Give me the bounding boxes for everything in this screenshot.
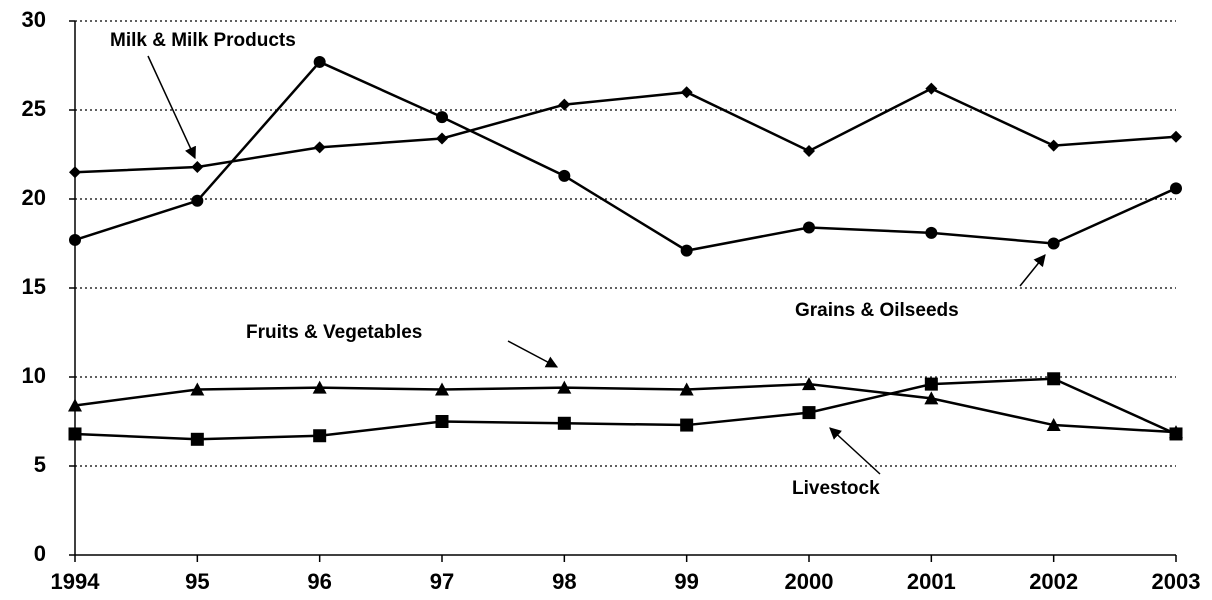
data-point xyxy=(925,226,938,239)
data-point xyxy=(69,233,81,246)
y-tick-label: 5 xyxy=(34,452,46,477)
x-tick-label: 2002 xyxy=(1029,569,1078,594)
data-point xyxy=(924,377,938,391)
y-tick-label: 30 xyxy=(22,7,46,32)
data-point xyxy=(925,82,938,95)
x-tick-label: 98 xyxy=(552,569,576,594)
x-tick-label: 97 xyxy=(430,569,454,594)
series-line xyxy=(74,377,1177,441)
data-point xyxy=(69,166,81,179)
annotation-arrow xyxy=(1019,254,1046,287)
data-point xyxy=(924,391,939,405)
x-tick-label: 2001 xyxy=(907,569,956,594)
data-point xyxy=(1169,427,1183,441)
data-point xyxy=(68,427,82,441)
series-label: Fruits & Vegetables xyxy=(246,322,422,343)
data-point xyxy=(802,377,816,391)
y-tick-label: 15 xyxy=(22,274,46,299)
data-point xyxy=(313,141,326,154)
series-line xyxy=(74,60,1177,252)
data-point xyxy=(435,415,449,428)
x-tick-label: 2000 xyxy=(785,569,834,594)
data-point xyxy=(191,160,204,173)
annotation-arrow xyxy=(147,55,196,160)
y-tick-label: 20 xyxy=(22,185,46,210)
data-point xyxy=(557,416,571,430)
series-line xyxy=(74,382,1177,434)
data-point xyxy=(803,221,815,234)
x-tick-label: 1994 xyxy=(51,569,101,594)
data-point xyxy=(803,144,815,157)
annotation-arrow xyxy=(507,340,559,368)
y-tick-label: 0 xyxy=(34,541,46,566)
x-tick-label: 2003 xyxy=(1152,569,1201,594)
data-point xyxy=(558,169,571,182)
data-point xyxy=(435,382,449,396)
data-point xyxy=(190,432,204,446)
data-point xyxy=(313,429,327,443)
data-point xyxy=(1047,139,1060,152)
series-label: Livestock xyxy=(792,478,880,499)
data-point xyxy=(1170,130,1182,143)
data-point xyxy=(558,98,571,111)
x-tick-label: 95 xyxy=(185,569,209,594)
data-point xyxy=(313,55,326,68)
annotation-arrow xyxy=(829,427,881,475)
data-point xyxy=(191,194,204,207)
x-tick-label: 99 xyxy=(674,569,698,594)
data-point xyxy=(680,418,694,432)
series-line xyxy=(74,87,1177,174)
data-point xyxy=(557,380,572,394)
data-point xyxy=(680,244,693,257)
data-point xyxy=(1047,372,1061,386)
data-point xyxy=(436,111,448,124)
x-tick-label: 96 xyxy=(307,569,331,594)
series-label: Grains & Oilseeds xyxy=(795,300,959,321)
data-point xyxy=(679,382,694,396)
data-point xyxy=(1047,237,1060,250)
data-point xyxy=(1046,418,1061,432)
series-label: Milk & Milk Products xyxy=(110,30,296,51)
y-tick-label: 25 xyxy=(22,96,46,121)
data-point xyxy=(680,86,693,99)
data-point xyxy=(68,398,82,412)
data-point xyxy=(436,132,448,145)
data-point xyxy=(802,406,816,420)
data-point xyxy=(312,380,327,394)
data-point xyxy=(1170,182,1182,195)
data-point xyxy=(190,382,205,396)
y-tick-label: 10 xyxy=(22,363,46,388)
